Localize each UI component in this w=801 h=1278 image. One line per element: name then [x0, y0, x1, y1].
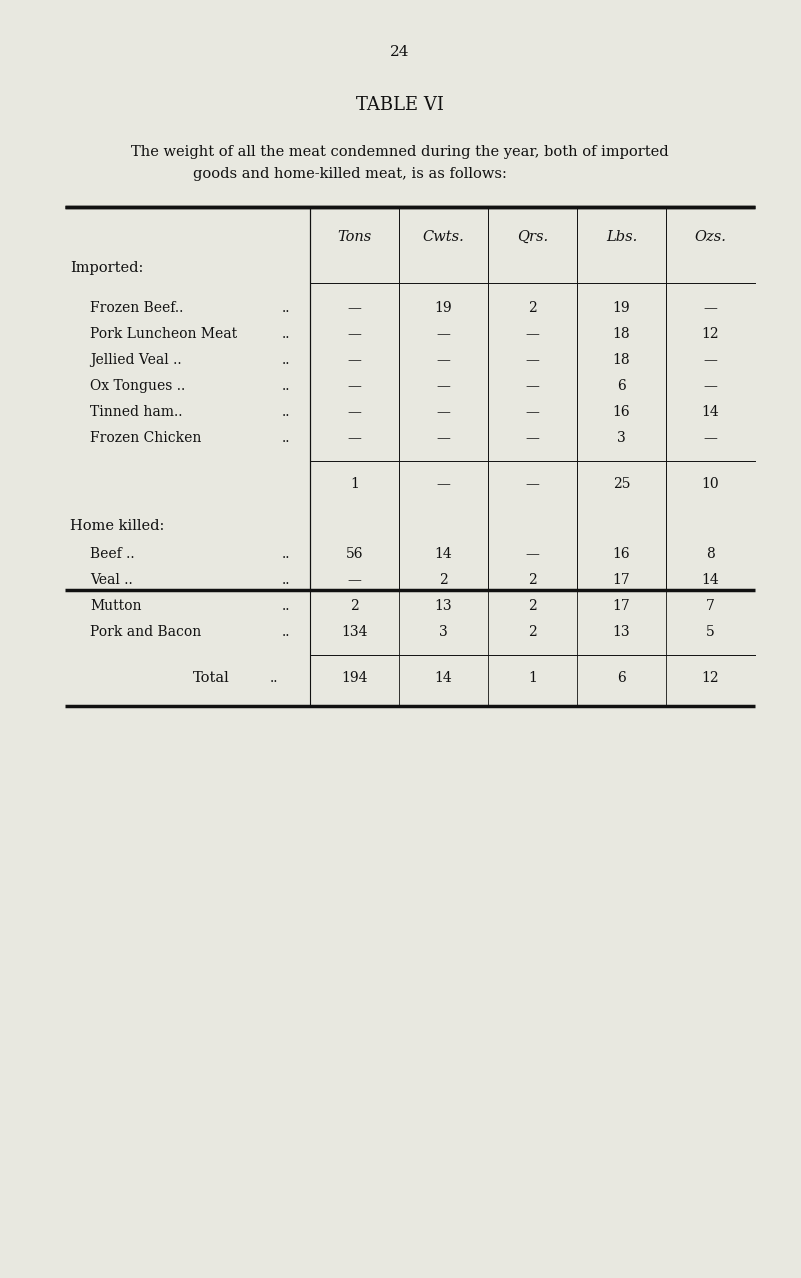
Text: 12: 12 — [702, 671, 719, 685]
Text: 19: 19 — [435, 302, 453, 314]
Text: Frozen Beef..: Frozen Beef.. — [90, 302, 183, 314]
Text: 1: 1 — [528, 671, 537, 685]
Text: —: — — [348, 327, 361, 341]
Text: 5: 5 — [706, 625, 714, 639]
Text: —: — — [437, 405, 450, 419]
Text: 16: 16 — [613, 547, 630, 561]
Text: —: — — [525, 353, 539, 367]
Text: 18: 18 — [613, 353, 630, 367]
Text: Beef ..: Beef .. — [90, 547, 135, 561]
Text: Tinned ham..: Tinned ham.. — [90, 405, 183, 419]
Text: ..: .. — [270, 671, 279, 685]
Text: 14: 14 — [435, 547, 453, 561]
Text: —: — — [525, 477, 539, 491]
Text: ..: .. — [281, 625, 290, 639]
Text: ..: .. — [281, 405, 290, 419]
Text: 14: 14 — [702, 573, 719, 587]
Text: Ox Tongues ..: Ox Tongues .. — [90, 380, 185, 394]
Text: 17: 17 — [613, 599, 630, 613]
Text: goods and home-killed meat, is as follows:: goods and home-killed meat, is as follow… — [193, 167, 507, 181]
Text: 13: 13 — [435, 599, 453, 613]
Text: —: — — [348, 573, 361, 587]
Text: —: — — [525, 380, 539, 394]
Text: 2: 2 — [528, 302, 537, 314]
Text: 1: 1 — [350, 477, 359, 491]
Text: 2: 2 — [528, 573, 537, 587]
Text: —: — — [703, 353, 718, 367]
Text: 2: 2 — [528, 599, 537, 613]
Text: 19: 19 — [613, 302, 630, 314]
Text: 14: 14 — [435, 671, 453, 685]
Text: —: — — [703, 431, 718, 445]
Text: —: — — [525, 547, 539, 561]
Text: Total: Total — [193, 671, 230, 685]
Text: 10: 10 — [702, 477, 719, 491]
Text: —: — — [703, 302, 718, 314]
Text: Qrs.: Qrs. — [517, 230, 548, 244]
Text: Ozs.: Ozs. — [694, 230, 727, 244]
Text: 13: 13 — [613, 625, 630, 639]
Text: 134: 134 — [341, 625, 368, 639]
Text: Tons: Tons — [337, 230, 372, 244]
Text: 6: 6 — [617, 380, 626, 394]
Text: 7: 7 — [706, 599, 715, 613]
Text: ..: .. — [281, 573, 290, 587]
Text: ..: .. — [281, 380, 290, 394]
Text: Pork and Bacon: Pork and Bacon — [90, 625, 201, 639]
Text: Home killed:: Home killed: — [70, 519, 164, 533]
Text: The weight of all the meat condemned during the year, both of imported: The weight of all the meat condemned dur… — [131, 144, 669, 158]
Text: —: — — [348, 353, 361, 367]
Text: 24: 24 — [390, 45, 410, 59]
Text: 17: 17 — [613, 573, 630, 587]
Text: Jellied Veal ..: Jellied Veal .. — [90, 353, 182, 367]
Text: 18: 18 — [613, 327, 630, 341]
Text: 3: 3 — [439, 625, 448, 639]
Text: 14: 14 — [702, 405, 719, 419]
Text: ..: .. — [281, 327, 290, 341]
Text: —: — — [525, 405, 539, 419]
Text: 2: 2 — [350, 599, 359, 613]
Text: —: — — [437, 353, 450, 367]
Text: 194: 194 — [341, 671, 368, 685]
Text: 56: 56 — [346, 547, 363, 561]
Text: 16: 16 — [613, 405, 630, 419]
Text: —: — — [703, 380, 718, 394]
Text: —: — — [437, 431, 450, 445]
Text: —: — — [437, 380, 450, 394]
Text: —: — — [437, 327, 450, 341]
Text: 2: 2 — [439, 573, 448, 587]
Text: —: — — [525, 327, 539, 341]
Text: 6: 6 — [617, 671, 626, 685]
Text: 12: 12 — [702, 327, 719, 341]
Text: —: — — [437, 477, 450, 491]
Text: —: — — [348, 302, 361, 314]
Text: ..: .. — [281, 547, 290, 561]
Text: Veal ..: Veal .. — [90, 573, 133, 587]
Text: TABLE VI: TABLE VI — [356, 96, 444, 114]
Text: ..: .. — [281, 599, 290, 613]
Text: —: — — [348, 431, 361, 445]
Text: ..: .. — [281, 353, 290, 367]
Text: —: — — [348, 405, 361, 419]
Text: 25: 25 — [613, 477, 630, 491]
Text: 8: 8 — [706, 547, 714, 561]
Text: ..: .. — [281, 431, 290, 445]
Text: 2: 2 — [528, 625, 537, 639]
Text: Pork Luncheon Meat: Pork Luncheon Meat — [90, 327, 237, 341]
Text: Mutton: Mutton — [90, 599, 142, 613]
Text: ..: .. — [281, 302, 290, 314]
Text: Cwts.: Cwts. — [423, 230, 465, 244]
Text: —: — — [348, 380, 361, 394]
Text: Frozen Chicken: Frozen Chicken — [90, 431, 201, 445]
Text: Lbs.: Lbs. — [606, 230, 637, 244]
Text: Imported:: Imported: — [70, 261, 143, 275]
Text: —: — — [525, 431, 539, 445]
Text: 3: 3 — [617, 431, 626, 445]
